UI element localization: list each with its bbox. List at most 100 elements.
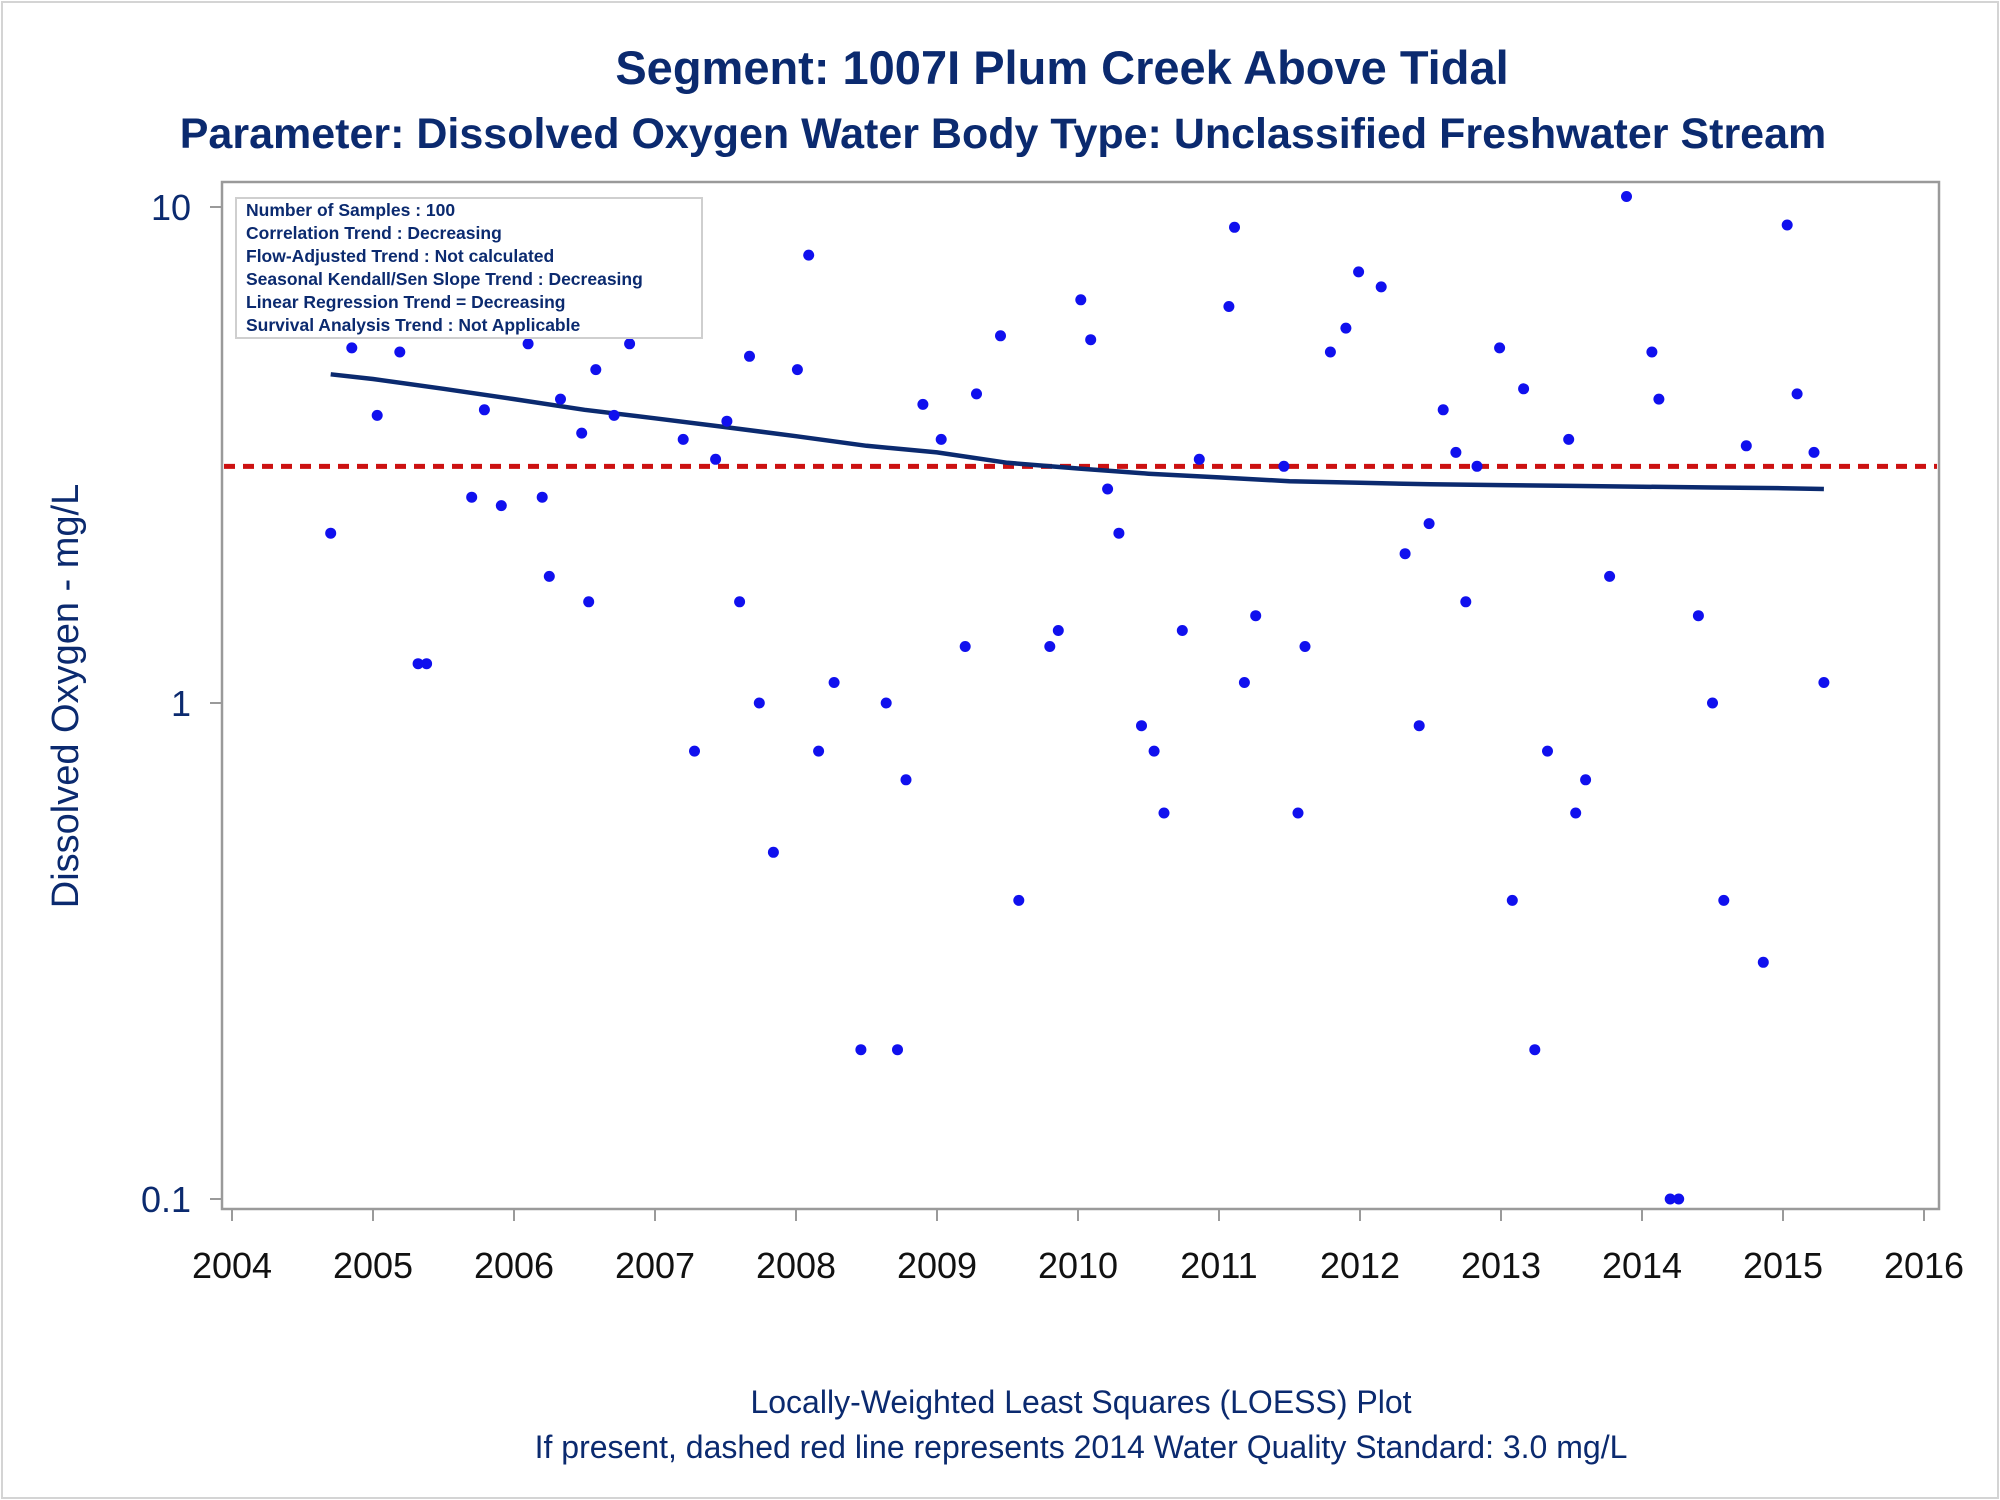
x-tick-label: 2013 <box>1461 1245 1541 1286</box>
data-point <box>710 453 722 465</box>
info-line-survival-analysis: Survival Analysis Trend : Not Applicable <box>246 315 580 335</box>
data-point <box>1580 774 1592 786</box>
data-point <box>803 249 815 261</box>
data-point <box>1375 281 1387 293</box>
data-point <box>1506 894 1518 906</box>
data-point <box>855 1044 867 1056</box>
info-line-samples: Number of Samples : 100 <box>246 200 455 220</box>
data-point <box>1299 641 1311 652</box>
x-tick-label: 2016 <box>1884 1245 1964 1286</box>
y-axis-label: Dissolved Oxygen - mg/L <box>45 484 87 909</box>
data-point <box>576 427 588 439</box>
data-point <box>1450 446 1462 458</box>
data-point <box>1223 301 1235 312</box>
data-point <box>1193 453 1205 465</box>
data-point <box>1604 570 1616 582</box>
data-point <box>1621 191 1632 202</box>
data-point <box>1413 720 1425 732</box>
data-point <box>813 745 825 757</box>
data-point <box>1085 334 1097 346</box>
x-tick-label: 2009 <box>897 1245 977 1286</box>
x-tick-label: 2004 <box>192 1245 272 1286</box>
data-point <box>1044 641 1056 652</box>
data-point <box>1158 807 1170 819</box>
info-line-seasonal-kendall: Seasonal Kendall/Sen Slope Trend : Decre… <box>246 269 643 289</box>
x-tick-label: 2006 <box>474 1245 554 1286</box>
data-point <box>1529 1044 1541 1056</box>
data-point <box>1102 483 1114 495</box>
data-point <box>325 527 337 539</box>
footnote-standard: If present, dashed red line represents 2… <box>535 1429 1628 1465</box>
data-point <box>1818 677 1830 688</box>
y-tick-label: 1 <box>171 683 191 724</box>
x-tick-label: 2014 <box>1602 1245 1682 1286</box>
data-point <box>1340 322 1352 334</box>
data-point <box>394 346 406 358</box>
info-line-flow-adjusted: Flow-Adjusted Trend : Not calculated <box>246 246 554 266</box>
y-axis: 0.1 1 10 <box>141 187 222 1220</box>
data-point <box>1423 518 1435 530</box>
x-axis: 2004 2005 2006 2007 2008 2009 2010 2011 2012 2013… <box>192 1209 1964 1286</box>
data-point <box>1653 393 1665 405</box>
data-point <box>478 404 490 416</box>
y-tick-label: 10 <box>151 187 191 228</box>
data-point <box>1673 1193 1685 1205</box>
data-point <box>371 409 383 421</box>
data-point <box>1353 266 1365 278</box>
data-point <box>1278 460 1290 472</box>
data-point <box>543 570 555 582</box>
data-point <box>1229 221 1240 233</box>
data-point <box>917 398 929 410</box>
data-point <box>744 350 755 362</box>
x-tick-label: 2007 <box>615 1245 695 1286</box>
data-point <box>935 433 947 445</box>
data-point <box>1718 894 1730 906</box>
data-point <box>959 641 971 652</box>
data-point <box>1437 404 1449 416</box>
loess-line <box>330 372 1824 492</box>
data-point <box>1460 596 1472 608</box>
data-point <box>1781 219 1793 231</box>
data-point <box>1075 294 1087 306</box>
data-point <box>1707 697 1718 709</box>
data-point <box>734 596 746 608</box>
data-point <box>1518 383 1530 395</box>
data-point <box>677 433 689 445</box>
data-point <box>1791 388 1803 400</box>
data-point <box>1324 346 1336 358</box>
info-line-linear-regression: Linear Regression Trend = Decreasing <box>246 292 566 312</box>
x-tick-label: 2015 <box>1743 1245 1823 1286</box>
data-point <box>1052 625 1064 636</box>
x-tick-label: 2010 <box>1038 1245 1118 1286</box>
loess-group <box>330 372 1824 492</box>
x-tick-label: 2011 <box>1180 1245 1257 1286</box>
data-point <box>1292 807 1304 819</box>
data-point <box>583 596 595 608</box>
data-point <box>536 491 548 503</box>
data-point <box>1740 440 1752 452</box>
data-point <box>900 774 912 786</box>
data-point <box>995 330 1006 342</box>
data-point <box>1471 460 1483 472</box>
data-point <box>608 409 620 421</box>
footnote-loess: Locally-Weighted Least Squares (LOESS) P… <box>750 1384 1411 1420</box>
data-point <box>1664 1193 1676 1205</box>
x-tick-label: 2005 <box>333 1245 413 1286</box>
data-point <box>1399 548 1411 560</box>
data-point <box>624 338 636 350</box>
data-point <box>1113 527 1125 539</box>
data-point <box>1542 745 1553 757</box>
data-point <box>721 415 733 427</box>
data-point <box>767 846 779 858</box>
data-point <box>828 677 840 688</box>
data-point <box>1570 807 1582 819</box>
data-point <box>522 338 534 350</box>
data-point <box>495 500 507 512</box>
x-tick-label: 2008 <box>756 1245 836 1286</box>
info-box-border <box>235 197 703 339</box>
data-point <box>1757 956 1769 968</box>
chart-subtitle: Parameter: Dissolved Oxygen Water Body T… <box>180 110 1827 158</box>
data-point <box>880 697 892 709</box>
